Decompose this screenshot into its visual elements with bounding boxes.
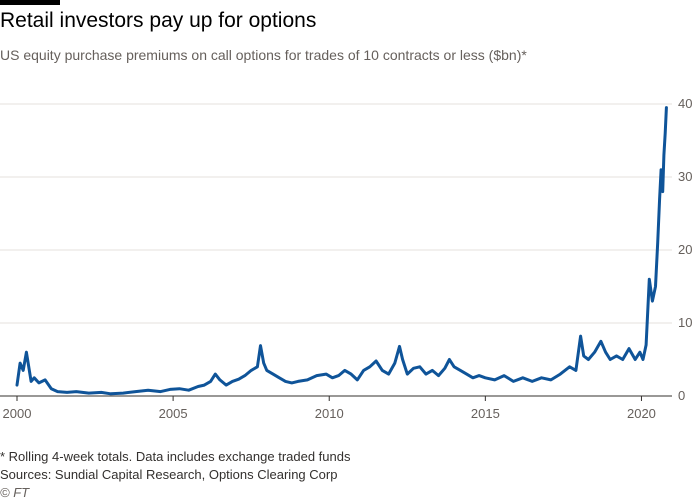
y-tick-label: 30 [678,169,692,184]
x-axis-ticks: 2000 2005 2010 2015 2020 [3,396,656,421]
x-tick-label: 2015 [471,406,500,421]
footnote: * Rolling 4-week totals. Data includes e… [0,449,351,464]
gridlines [0,103,672,324]
x-tick-label: 2020 [627,406,656,421]
chart-subtitle: US equity purchase premiums on call opti… [0,47,527,63]
y-tick-label: 20 [678,242,692,257]
source-note: Sources: Sundial Capital Research, Optio… [0,467,338,482]
y-axis-ticks: 0 10 20 30 40 [678,96,692,403]
series-line [15,106,668,396]
chart-title: Retail investors pay up for options [0,9,317,32]
y-tick-label: 10 [678,315,692,330]
y-tick-label: 40 [678,96,692,111]
y-tick-label: 0 [678,388,685,403]
brand-bar [0,0,60,5]
x-tick-label: 2000 [3,406,32,421]
line-chart: 2000 2005 2010 2015 2020 0 10 20 30 40 [0,96,692,421]
x-tick-label: 2010 [315,406,344,421]
x-tick-label: 2005 [159,406,188,421]
copyright-credit: © FT [0,485,30,500]
